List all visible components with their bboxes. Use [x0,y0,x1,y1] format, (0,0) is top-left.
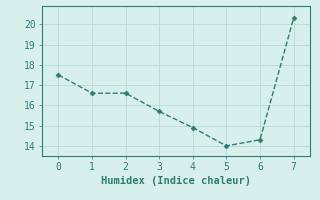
X-axis label: Humidex (Indice chaleur): Humidex (Indice chaleur) [101,176,251,186]
